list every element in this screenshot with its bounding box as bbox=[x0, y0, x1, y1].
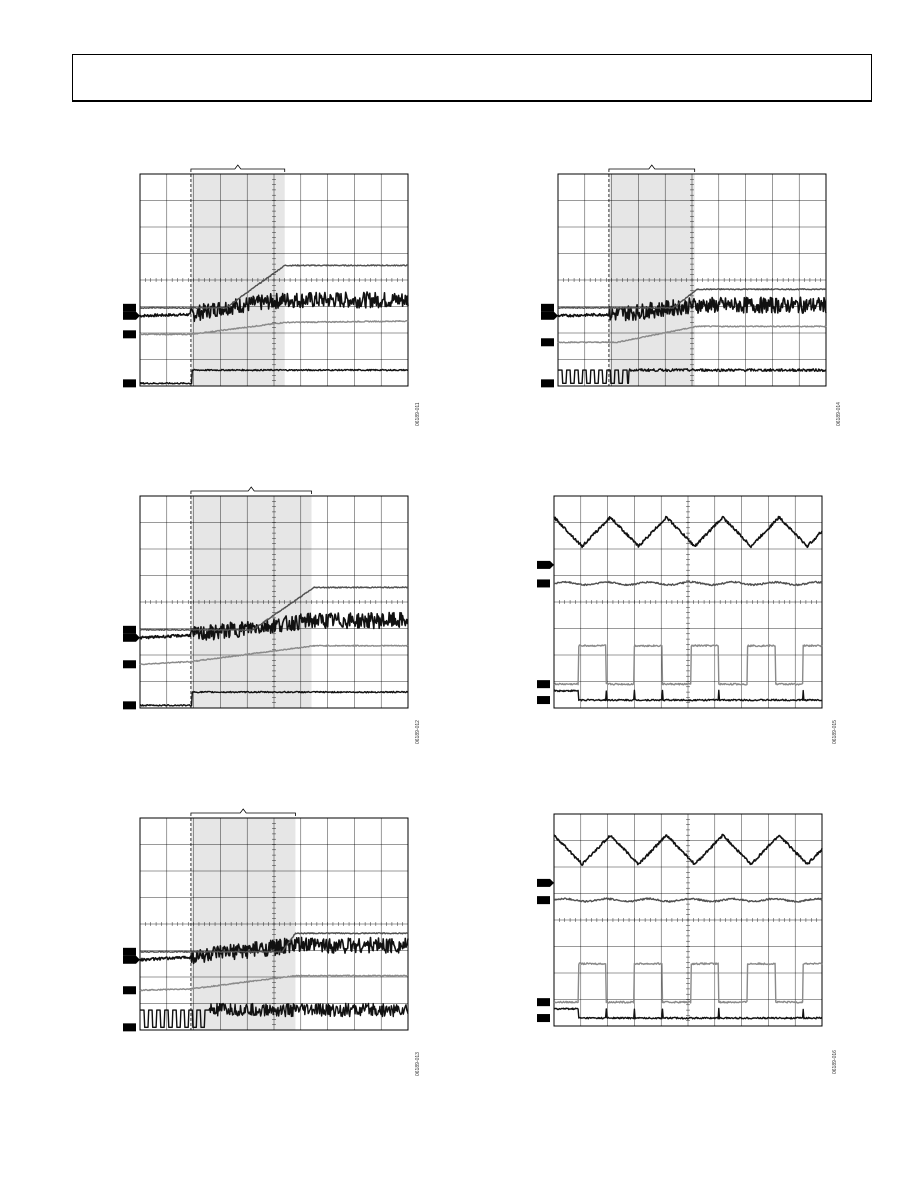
channel-marker bbox=[123, 379, 136, 388]
window-bracket bbox=[608, 164, 696, 172]
plot-frame bbox=[139, 173, 409, 387]
trace-3 bbox=[553, 962, 823, 1004]
channel-marker bbox=[537, 1014, 550, 1023]
channel-marker bbox=[537, 560, 550, 569]
scope-panel-6: 06189-016 bbox=[536, 800, 838, 1074]
trace-1 bbox=[553, 833, 823, 867]
trace-2 bbox=[553, 580, 823, 587]
channel-marker bbox=[541, 311, 554, 320]
channel-marker bbox=[537, 696, 550, 705]
channel-marker bbox=[541, 303, 554, 312]
scope-panel-5: 06189-013 bbox=[122, 804, 422, 1076]
figure-id-6: 06189-016 bbox=[832, 1050, 838, 1074]
channel-marker-arrow bbox=[550, 560, 554, 569]
channel-marker bbox=[123, 955, 136, 964]
trace-4 bbox=[139, 368, 409, 385]
figure-id-5: 06189-013 bbox=[415, 1052, 421, 1076]
channel-marker bbox=[123, 625, 136, 634]
window-bracket bbox=[190, 486, 312, 494]
window-bracket bbox=[190, 808, 296, 816]
trace-1 bbox=[139, 291, 409, 323]
channel-marker bbox=[541, 338, 554, 347]
window-bracket bbox=[190, 164, 286, 172]
plot-frame bbox=[139, 817, 409, 1031]
trace-3 bbox=[139, 319, 409, 336]
trace-4 bbox=[553, 689, 822, 702]
trace-4 bbox=[553, 1007, 823, 1020]
scope-1-plot bbox=[123, 164, 409, 388]
trace-2 bbox=[139, 586, 409, 632]
trace-2 bbox=[139, 932, 409, 954]
channel-marker-arrow bbox=[136, 311, 140, 320]
scope-4-plot bbox=[537, 495, 823, 709]
scope-panel-3: 06189-012 bbox=[122, 482, 422, 744]
channel-marker-arrow bbox=[554, 311, 558, 320]
channel-marker-arrow bbox=[550, 878, 554, 887]
trace-1 bbox=[139, 936, 409, 965]
figure-id-1: 06189-011 bbox=[415, 402, 421, 426]
channel-marker bbox=[123, 947, 136, 956]
trace-2 bbox=[139, 264, 409, 310]
channel-marker bbox=[123, 303, 136, 312]
trace-1 bbox=[139, 611, 409, 641]
trace-4 bbox=[140, 1002, 409, 1029]
scope-panel-2: 06189-014 bbox=[540, 160, 842, 426]
scope-2-plot bbox=[541, 164, 827, 388]
plot-frame bbox=[553, 813, 823, 1027]
channel-marker bbox=[537, 579, 550, 588]
page-header-box bbox=[72, 54, 872, 102]
trace-1 bbox=[553, 515, 823, 549]
plot-frame bbox=[139, 495, 409, 709]
plot-frame bbox=[553, 495, 823, 709]
trace-3 bbox=[557, 325, 827, 344]
trace-1 bbox=[557, 296, 827, 322]
channel-marker bbox=[537, 896, 550, 905]
scope-5-plot bbox=[123, 808, 409, 1032]
channel-marker bbox=[123, 311, 136, 320]
scope-6-plot bbox=[537, 813, 823, 1027]
channel-marker bbox=[537, 680, 550, 689]
scope-panel-4: 06189-015 bbox=[536, 482, 838, 744]
channel-marker bbox=[123, 633, 136, 642]
scope-panel-1: 06189-011 bbox=[122, 160, 422, 426]
trace-3 bbox=[139, 644, 409, 666]
channel-marker bbox=[123, 1023, 136, 1032]
figure-id-3: 06189-012 bbox=[415, 720, 421, 744]
trace-4 bbox=[139, 690, 409, 707]
figure-id-4: 06189-015 bbox=[832, 720, 838, 744]
channel-marker-arrow bbox=[136, 955, 140, 964]
trace-3 bbox=[139, 974, 409, 992]
figure-id-2: 06189-014 bbox=[836, 402, 842, 426]
trace-2 bbox=[553, 897, 823, 903]
channel-marker bbox=[541, 379, 554, 388]
channel-marker-arrow bbox=[136, 633, 140, 642]
channel-marker bbox=[537, 998, 550, 1007]
channel-marker bbox=[123, 660, 136, 669]
channel-marker bbox=[123, 701, 136, 710]
trace-3 bbox=[553, 644, 823, 686]
channel-marker bbox=[123, 330, 136, 339]
plot-frame bbox=[557, 173, 827, 387]
trace-4 bbox=[558, 368, 827, 385]
channel-marker bbox=[537, 878, 550, 887]
trace-2 bbox=[557, 288, 827, 310]
scope-3-plot bbox=[123, 486, 409, 710]
channel-marker bbox=[123, 986, 136, 995]
